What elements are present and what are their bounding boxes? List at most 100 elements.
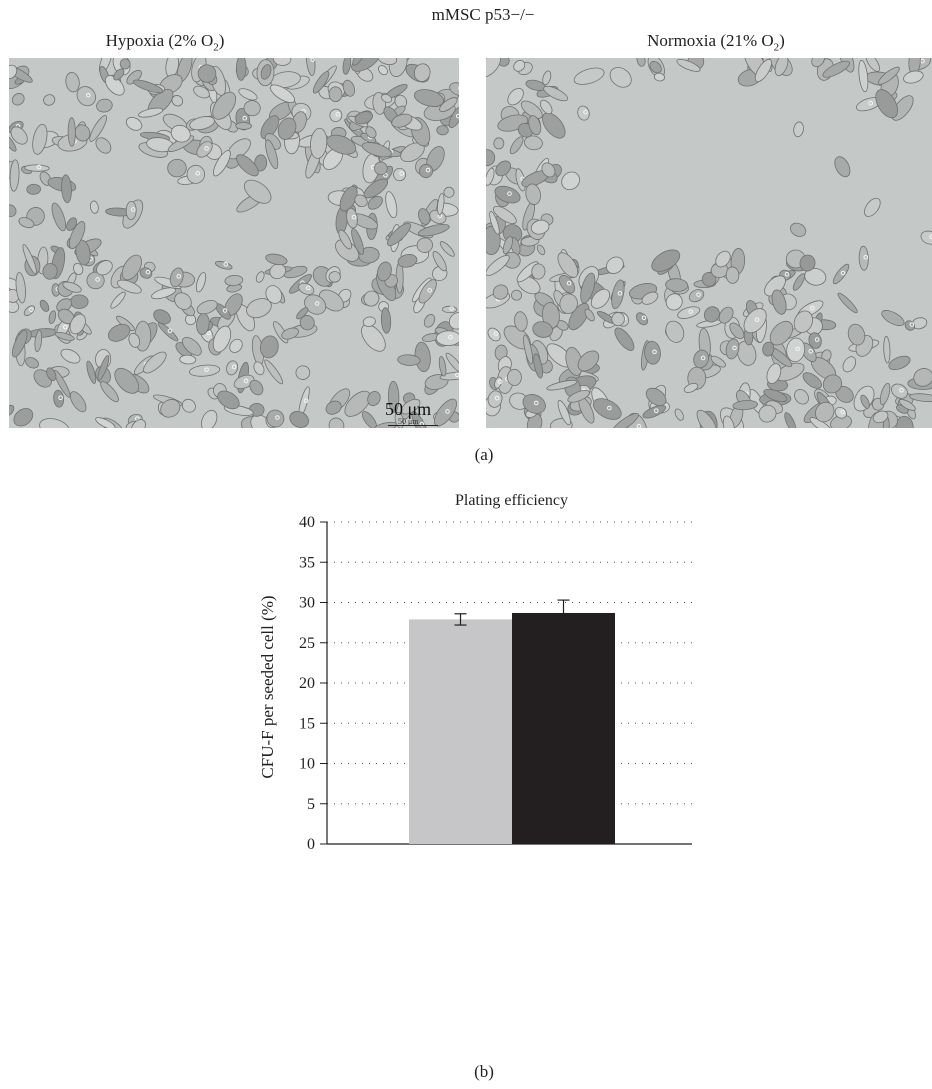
cell-shape bbox=[254, 154, 268, 172]
cell-shape bbox=[509, 136, 524, 155]
cell-highlight bbox=[206, 330, 211, 336]
figure-title: mMSC p53−/− bbox=[431, 5, 535, 24]
cell-highlight bbox=[700, 355, 706, 361]
cell-shape bbox=[170, 124, 191, 143]
cell-shape bbox=[259, 335, 279, 359]
cell-shape bbox=[104, 75, 125, 96]
cell-highlight bbox=[507, 191, 512, 196]
cell-shape bbox=[888, 355, 911, 371]
cell-highlight bbox=[533, 400, 539, 406]
cell-shape bbox=[413, 63, 431, 82]
cell-shape bbox=[235, 122, 252, 130]
cell-shape bbox=[531, 263, 546, 280]
cell-shape bbox=[725, 266, 740, 284]
cell-shape bbox=[715, 250, 731, 268]
cell-highlight bbox=[652, 349, 657, 355]
cell-shape bbox=[13, 408, 34, 427]
cell-shape bbox=[132, 79, 164, 94]
cell-shape bbox=[289, 410, 309, 428]
bar bbox=[512, 612, 615, 844]
cell-shape bbox=[160, 399, 181, 418]
cell-shape bbox=[193, 85, 210, 99]
cell-shape bbox=[539, 99, 553, 115]
cell-shape bbox=[883, 335, 891, 364]
cell-shape bbox=[325, 400, 342, 415]
cell-shape bbox=[196, 300, 218, 315]
cell-shape bbox=[865, 58, 880, 72]
cell-shape bbox=[636, 58, 646, 67]
cell-shape bbox=[253, 361, 265, 376]
cell-shape bbox=[171, 95, 184, 107]
cell-shape bbox=[394, 411, 404, 428]
cell-highlight bbox=[242, 115, 248, 121]
cell-shape bbox=[236, 58, 247, 81]
cell-shape bbox=[374, 161, 388, 176]
cell-shape bbox=[486, 167, 495, 186]
cell-shape bbox=[649, 61, 662, 74]
cell-shape bbox=[793, 310, 814, 334]
cell-highlight bbox=[808, 349, 813, 354]
cell-shape bbox=[391, 113, 413, 128]
cell-shape bbox=[388, 380, 400, 413]
cell-shape bbox=[400, 398, 421, 415]
cell-highlight bbox=[617, 291, 623, 296]
cell-highlight bbox=[427, 288, 433, 293]
cell-shape bbox=[116, 279, 142, 294]
cell-shape bbox=[732, 400, 758, 411]
cell-highlight bbox=[899, 387, 904, 393]
cell-shape bbox=[520, 100, 543, 119]
cell-shape bbox=[822, 60, 850, 78]
normoxia-micrograph bbox=[486, 58, 932, 428]
cell-shape bbox=[243, 179, 272, 204]
cell-shape bbox=[718, 306, 734, 324]
cell-shape bbox=[784, 412, 797, 428]
cell-highlight bbox=[920, 58, 925, 64]
cell-highlight bbox=[243, 378, 249, 384]
cell-shape bbox=[328, 86, 343, 103]
cell-shape bbox=[328, 417, 345, 428]
cell-shape bbox=[185, 314, 197, 326]
cell-shape bbox=[913, 368, 932, 387]
cell-shape bbox=[97, 355, 110, 381]
cell-shape bbox=[536, 244, 546, 256]
cell-shape bbox=[577, 350, 600, 372]
cell-shape bbox=[614, 327, 635, 351]
cell-shape bbox=[53, 370, 71, 398]
cell-shape bbox=[361, 142, 392, 158]
cell-shape bbox=[573, 67, 605, 85]
cell-shape bbox=[181, 336, 202, 356]
cell-shape bbox=[486, 58, 501, 78]
cell-highlight bbox=[167, 328, 173, 334]
cell-highlight bbox=[58, 395, 63, 401]
cell-shape bbox=[847, 323, 866, 346]
cell-highlight bbox=[310, 58, 315, 62]
cell-shape bbox=[367, 195, 383, 210]
cell-highlight bbox=[445, 409, 450, 414]
y-tick-label: 35 bbox=[299, 554, 315, 571]
cell-shape bbox=[377, 261, 392, 282]
cell-shape bbox=[54, 331, 75, 341]
cell-shape bbox=[153, 309, 171, 325]
y-tick-label: 5 bbox=[307, 796, 315, 813]
cell-shape bbox=[561, 171, 580, 191]
cell-shape bbox=[878, 66, 900, 85]
cell-highlight bbox=[204, 367, 209, 372]
cell-shape bbox=[69, 313, 86, 335]
cell-shape bbox=[754, 58, 772, 83]
cell-shape bbox=[189, 116, 215, 131]
cell-shape bbox=[361, 411, 378, 428]
cell-shape bbox=[437, 192, 445, 216]
cell-shape bbox=[507, 87, 524, 106]
cell-shape bbox=[128, 332, 141, 348]
cell-shape bbox=[541, 162, 556, 178]
cell-highlight bbox=[814, 337, 820, 342]
cell-shape bbox=[60, 348, 81, 364]
cell-highlight bbox=[566, 280, 572, 286]
cell-highlight bbox=[732, 345, 737, 351]
cell-shape bbox=[809, 417, 833, 428]
cell-highlight bbox=[305, 285, 311, 291]
cell-shape bbox=[895, 415, 914, 428]
cell-shape bbox=[89, 200, 99, 214]
cell-highlight bbox=[383, 172, 388, 178]
cell-shape bbox=[361, 324, 386, 352]
